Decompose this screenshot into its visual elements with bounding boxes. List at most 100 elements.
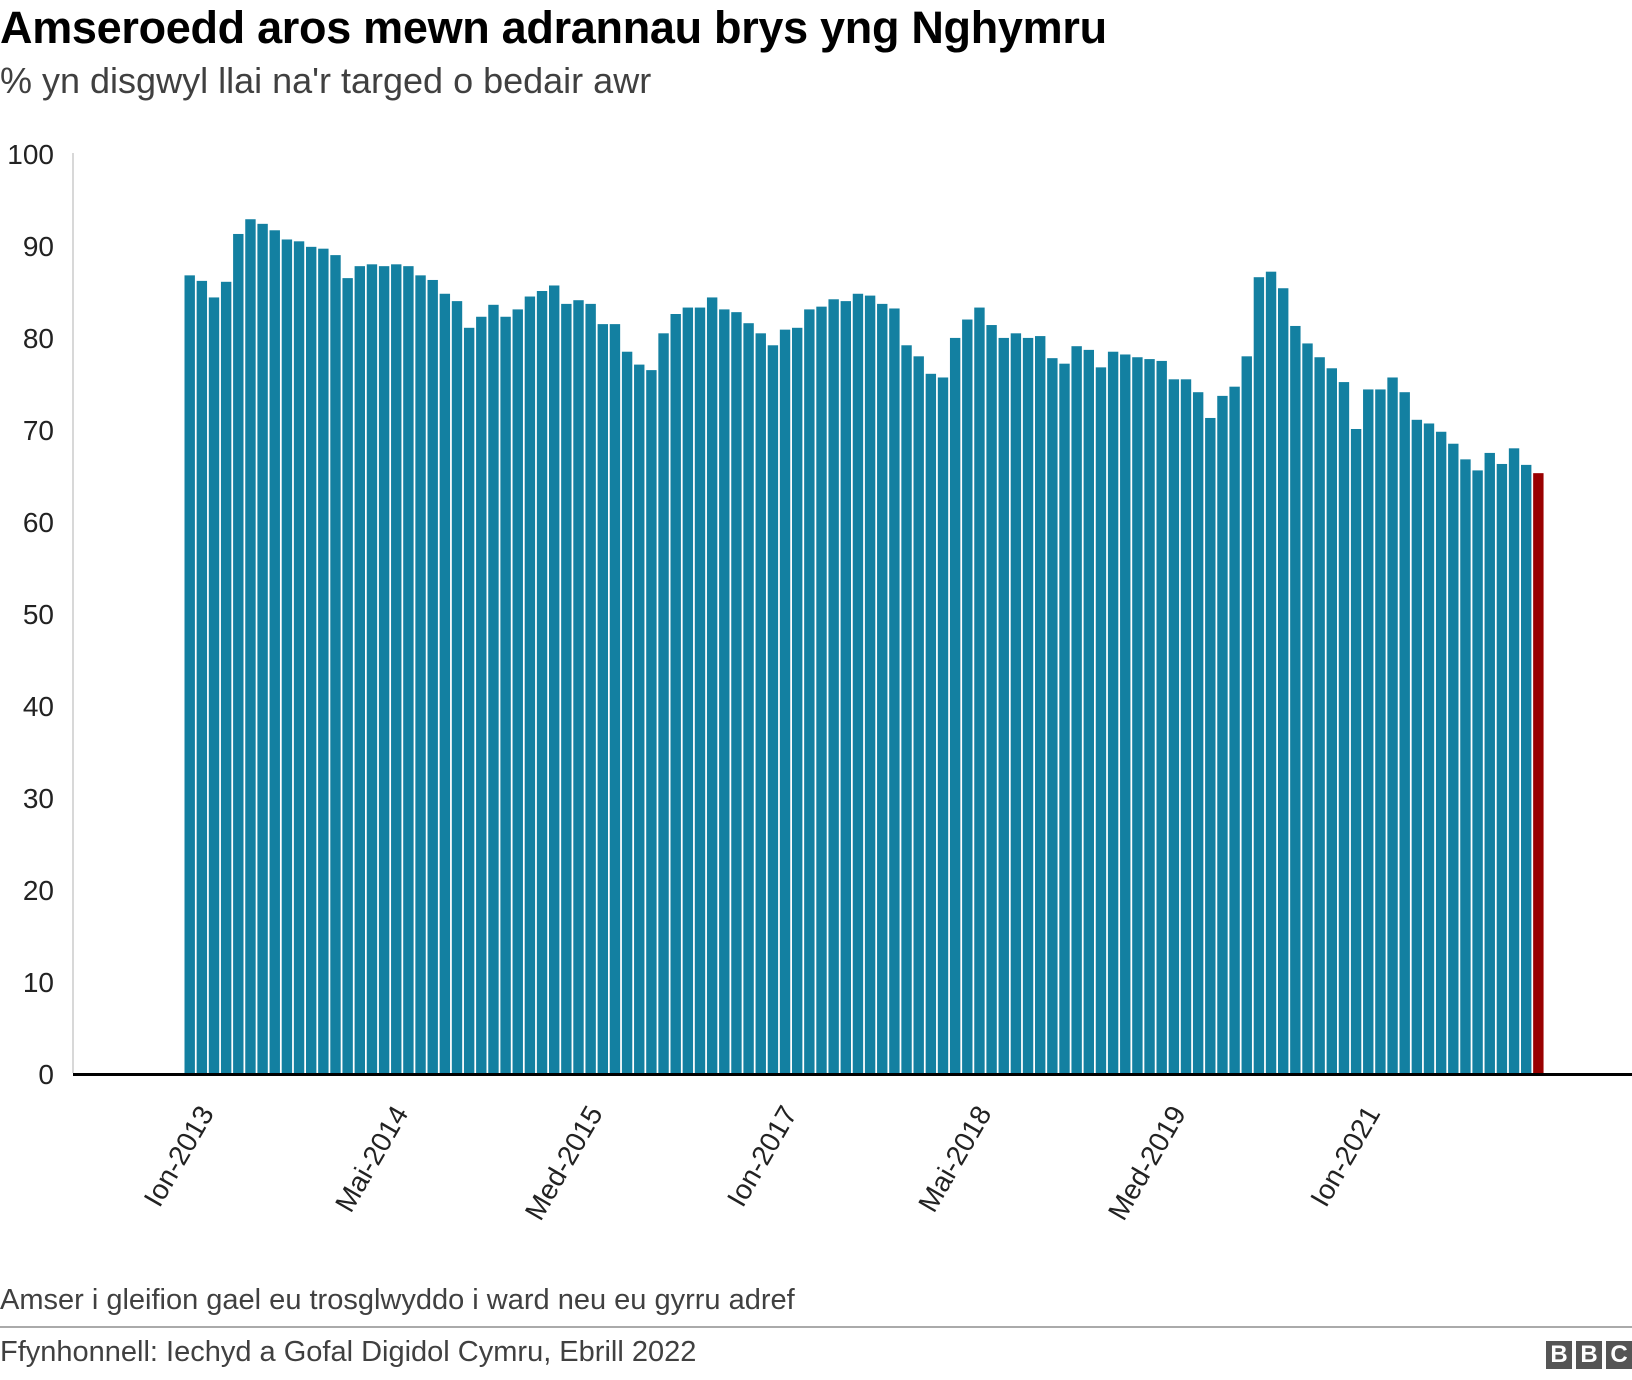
bar <box>1265 271 1277 1073</box>
bar <box>463 327 475 1073</box>
bar <box>925 373 937 1073</box>
x-tick-label: Ion-2013 <box>138 1101 220 1212</box>
y-axis-tick-labels: 0 10 20 30 40 50 60 70 80 90 100 <box>7 139 54 1090</box>
bar <box>1314 357 1325 1073</box>
bar <box>792 327 803 1073</box>
bar <box>1387 377 1398 1074</box>
bar <box>415 275 426 1073</box>
x-tick-label: Mai-2014 <box>329 1101 414 1218</box>
bar <box>488 304 499 1073</box>
bar <box>536 291 548 1073</box>
bar <box>269 230 280 1073</box>
bar <box>1168 379 1180 1073</box>
bar <box>597 324 608 1073</box>
bar <box>1217 395 1228 1073</box>
bar <box>306 246 317 1074</box>
bar <box>391 264 402 1073</box>
bar <box>427 279 438 1074</box>
bar <box>937 377 949 1074</box>
bar <box>1047 358 1058 1073</box>
y-tick-label: 90 <box>23 231 54 262</box>
bar <box>1120 354 1131 1074</box>
bar <box>1095 367 1107 1073</box>
bar <box>500 316 511 1073</box>
bar <box>330 255 341 1073</box>
bar <box>1375 389 1386 1073</box>
footer-divider <box>0 1326 1632 1328</box>
bar <box>682 307 694 1073</box>
chart-subtitle: % yn disgwyl llai na'r targed o bedair a… <box>0 60 652 101</box>
bar <box>1059 363 1070 1073</box>
y-tick-label: 70 <box>23 415 54 446</box>
bar <box>257 223 268 1074</box>
bar <box>1229 386 1240 1073</box>
bar <box>609 324 621 1073</box>
bar <box>1107 351 1119 1074</box>
bar <box>986 325 997 1073</box>
bar <box>962 319 973 1073</box>
bar <box>1448 443 1459 1074</box>
bar <box>864 295 876 1074</box>
bar <box>233 233 244 1073</box>
bar <box>889 308 900 1074</box>
bar <box>913 356 924 1073</box>
chart-title: Amseroedd aros mewn adrannau brys yng Ng… <box>0 2 1107 53</box>
bar <box>573 300 584 1073</box>
bar <box>621 351 633 1074</box>
bar <box>354 266 365 1073</box>
bar <box>755 333 766 1073</box>
bar <box>524 296 536 1073</box>
bar <box>245 219 256 1074</box>
bar <box>646 370 657 1073</box>
bar <box>779 329 791 1073</box>
bar <box>804 309 815 1073</box>
bar <box>670 314 681 1073</box>
bar <box>184 275 195 1073</box>
y-tick-label: 40 <box>23 691 54 722</box>
bar <box>634 364 645 1074</box>
bar <box>1253 277 1265 1073</box>
bar <box>816 306 827 1073</box>
x-tick-label: Mai-2018 <box>912 1101 997 1218</box>
bar <box>476 316 487 1073</box>
bbc-logo-block-b2: B <box>1576 1341 1602 1369</box>
bar <box>1496 463 1508 1074</box>
bar <box>196 280 208 1073</box>
bar <box>1241 356 1252 1073</box>
bar <box>743 323 754 1073</box>
y-tick-label: 10 <box>23 967 54 998</box>
x-tick-label: Med-2019 <box>1102 1101 1192 1226</box>
bar <box>877 303 888 1073</box>
bars <box>184 219 1544 1074</box>
bar <box>1423 423 1435 1074</box>
bar <box>378 266 390 1073</box>
bar <box>1363 389 1374 1073</box>
source-credit: Ffynhonnell: Iechyd a Gofal Digidol Cymr… <box>0 1336 697 1368</box>
bar <box>1399 392 1410 1073</box>
y-tick-label: 50 <box>23 599 54 630</box>
bar <box>281 239 293 1074</box>
bar <box>366 264 378 1073</box>
bar <box>1180 379 1192 1073</box>
bar <box>1350 429 1362 1073</box>
bar <box>1411 419 1423 1073</box>
bar <box>731 312 742 1073</box>
y-tick-label: 0 <box>38 1059 54 1090</box>
y-tick-label: 80 <box>23 323 54 354</box>
bar <box>512 309 523 1073</box>
bar <box>658 333 669 1073</box>
bar <box>1508 448 1520 1073</box>
bar <box>852 293 864 1073</box>
bar <box>220 281 232 1073</box>
bar <box>1435 431 1447 1073</box>
bar <box>1278 288 1289 1073</box>
bar <box>439 293 451 1073</box>
bar <box>1472 470 1483 1073</box>
bar <box>318 248 329 1073</box>
bar <box>1290 325 1301 1074</box>
bbc-logo: B B C <box>1546 1341 1632 1369</box>
bar <box>840 301 851 1073</box>
bar <box>1083 349 1094 1073</box>
bar <box>1326 368 1337 1073</box>
bar <box>585 303 596 1073</box>
